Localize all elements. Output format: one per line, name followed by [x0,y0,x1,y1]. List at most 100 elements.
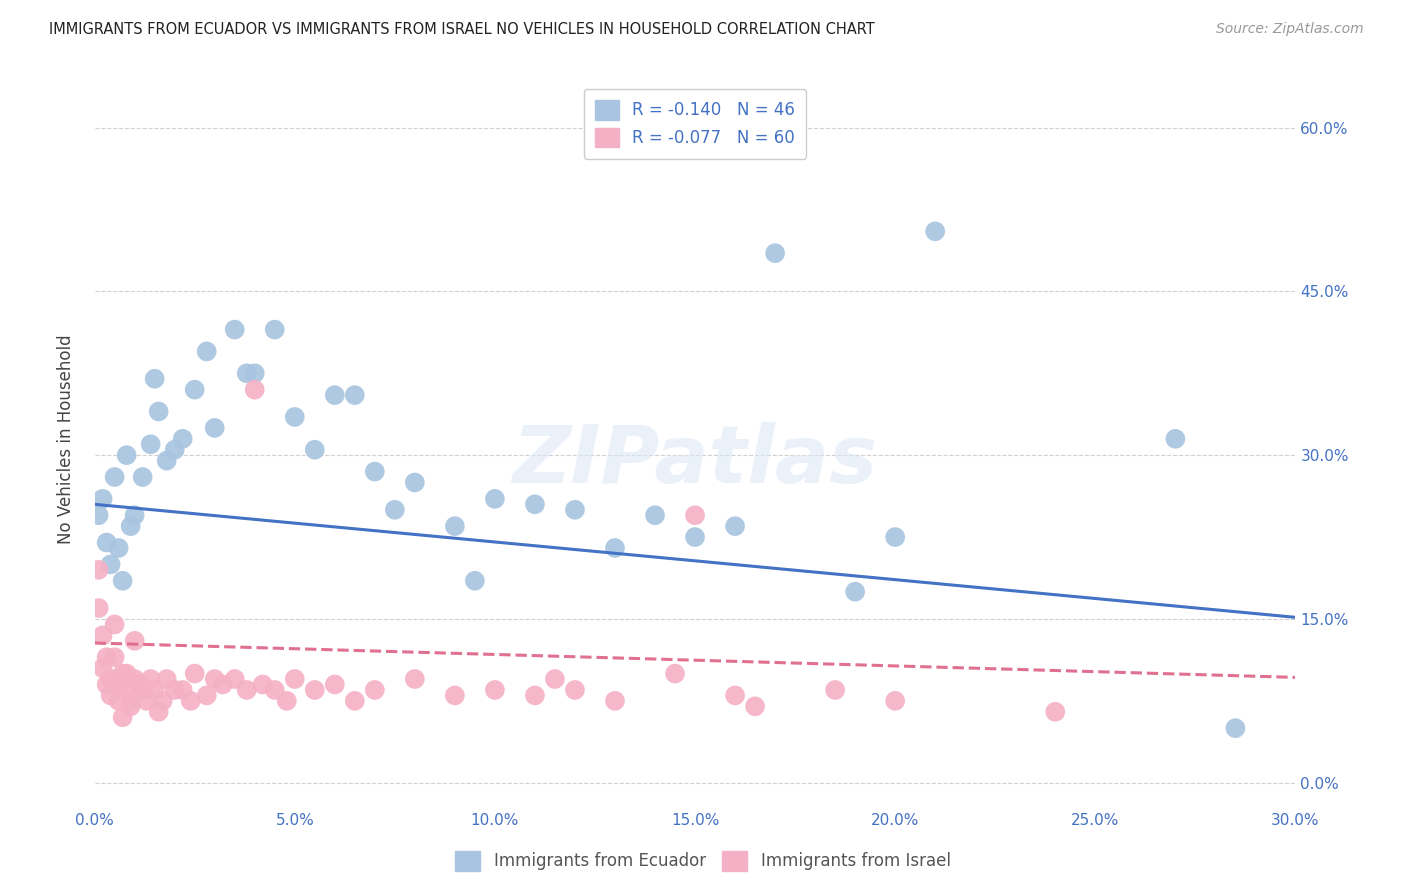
Point [724,519,747,533]
Point [364,465,387,479]
Point [91,661,114,675]
Point [484,491,506,506]
Point [131,470,153,484]
Point [100,558,122,572]
Point [304,442,326,457]
Point [111,710,134,724]
Point [104,617,127,632]
Point [120,694,142,708]
Point [104,470,127,484]
Point [195,344,218,359]
Point [128,677,150,691]
Point [664,666,686,681]
Text: IMMIGRANTS FROM ECUADOR VS IMMIGRANTS FROM ISRAEL NO VEHICLES IN HOUSEHOLD CORRE: IMMIGRANTS FROM ECUADOR VS IMMIGRANTS FR… [49,22,875,37]
Point [523,689,546,703]
Point [235,682,257,697]
Point [195,689,218,703]
Point [683,530,706,544]
Point [204,672,226,686]
Point [111,666,134,681]
Point [884,694,907,708]
Point [100,672,122,686]
Point [444,689,467,703]
Point [564,502,586,516]
Point [644,508,666,523]
Point [91,491,114,506]
Point [1225,721,1247,735]
Point [91,628,114,642]
Legend: R = -0.140   N = 46, R = -0.077   N = 60: R = -0.140 N = 46, R = -0.077 N = 60 [583,88,807,159]
Point [100,689,122,703]
Point [156,453,179,467]
Point [304,682,326,697]
Point [148,404,170,418]
Point [224,672,246,686]
Point [523,497,546,511]
Point [1164,432,1187,446]
Point [163,442,186,457]
Point [343,388,366,402]
Point [180,694,202,708]
Text: Source: ZipAtlas.com: Source: ZipAtlas.com [1216,22,1364,37]
Point [87,508,110,523]
Point [143,372,166,386]
Point [104,650,127,665]
Point [844,584,866,599]
Point [484,682,506,697]
Point [131,682,153,697]
Point [384,502,406,516]
Point [152,694,174,708]
Point [172,682,194,697]
Point [107,541,129,555]
Point [143,682,166,697]
Point [364,682,387,697]
Point [156,672,179,686]
Point [120,699,142,714]
Point [884,530,907,544]
Point [139,437,162,451]
Point [544,672,567,686]
Text: ZIPatlas: ZIPatlas [513,422,877,500]
Point [1045,705,1067,719]
Point [724,689,747,703]
Point [124,672,146,686]
Point [603,541,626,555]
Point [404,672,426,686]
Point [87,601,110,615]
Point [96,650,118,665]
Point [343,694,366,708]
Point [96,535,118,549]
Point [235,366,257,380]
Point [603,694,626,708]
Point [744,699,766,714]
Point [763,246,786,260]
Point [323,677,346,691]
Point [163,682,186,697]
Point [107,694,129,708]
Point [124,508,146,523]
Point [243,383,266,397]
Point [139,672,162,686]
Point [404,475,426,490]
Point [124,633,146,648]
Point [252,677,274,691]
Point [284,672,307,686]
Point [323,388,346,402]
Point [183,666,205,681]
Point [824,682,846,697]
Point [115,682,138,697]
Point [224,323,246,337]
Point [111,574,134,588]
Point [464,574,486,588]
Point [243,366,266,380]
Point [135,694,157,708]
Y-axis label: No Vehicles in Household: No Vehicles in Household [58,334,75,543]
Point [183,383,205,397]
Point [96,677,118,691]
Point [211,677,233,691]
Point [120,519,142,533]
Point [115,448,138,462]
Point [87,563,110,577]
Point [564,682,586,697]
Point [444,519,467,533]
